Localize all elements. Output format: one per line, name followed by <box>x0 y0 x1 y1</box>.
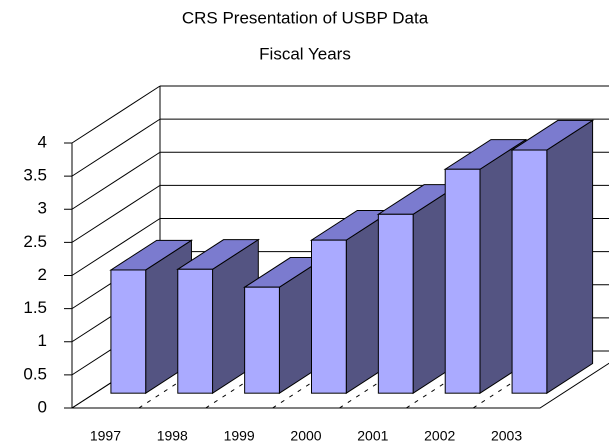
bar <box>511 149 548 394</box>
y-tick-label: 4 <box>38 132 47 151</box>
y-tick-label: 3 <box>38 199 47 218</box>
y-tick-label: 0 <box>38 397 47 416</box>
bar <box>244 286 280 394</box>
bar <box>310 239 347 394</box>
grid-line <box>71 184 161 243</box>
x-tick-label: 1999 <box>224 428 255 444</box>
y-tick-label: 3.5 <box>23 166 47 185</box>
bar <box>110 269 147 394</box>
y-tick-label: 1 <box>38 331 47 350</box>
x-tick-label: 2002 <box>424 428 455 444</box>
x-tick-label: 1997 <box>90 428 121 444</box>
bar <box>177 268 214 394</box>
grid-line <box>71 118 161 177</box>
grid-line <box>71 218 161 276</box>
y-tick-label: 1.5 <box>23 298 47 317</box>
x-tick-label: 2000 <box>290 428 321 444</box>
chart-subtitle: Fiscal Years <box>259 44 351 63</box>
x-tick-label: 2003 <box>491 428 522 444</box>
y-tick-label: 2.5 <box>23 232 47 251</box>
floor-edge <box>72 362 609 409</box>
grid-line <box>71 151 161 210</box>
y-tick-label: 2 <box>38 265 47 284</box>
y-tick-label: 0.5 <box>23 364 47 383</box>
bar <box>444 168 481 394</box>
chart-title: CRS Presentation of USBP Data <box>182 8 429 27</box>
bar-side <box>546 119 594 395</box>
grid-line <box>71 85 161 144</box>
bar <box>377 213 414 394</box>
x-tick-label: 1998 <box>157 428 188 444</box>
x-tick-label: 2001 <box>357 428 388 444</box>
